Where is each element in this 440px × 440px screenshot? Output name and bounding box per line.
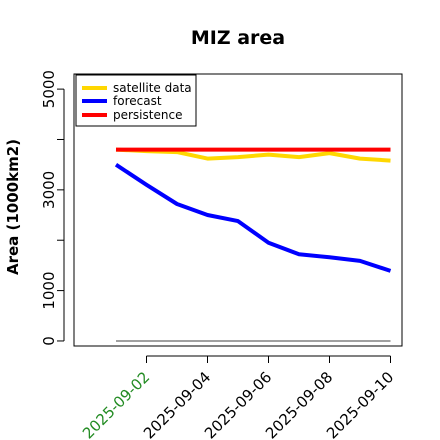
x-axis: 2025-09-022025-09-042025-09-062025-09-08… <box>79 355 397 440</box>
y-tick-label-1000: 1000 <box>40 271 58 309</box>
y-tick-label-5000: 5000 <box>40 70 58 108</box>
series-line-forecast <box>114 163 392 273</box>
legend-label-forecast: forecast <box>113 94 162 108</box>
y-axis-label: Area (1000km2) <box>4 139 22 275</box>
legend-label-persistence: persistence <box>113 108 182 122</box>
y-tick-label-0: 0 <box>40 336 58 346</box>
chart-title: MIZ area <box>191 27 285 49</box>
y-tick-label-3000: 3000 <box>40 171 58 209</box>
legend: satellite data forecast persistence <box>75 74 197 127</box>
plot-frame <box>73 73 403 347</box>
series-layer <box>114 147 392 273</box>
y-axis: 0 1000 3000 5000 <box>40 70 65 346</box>
legend-label-satellite: satellite data <box>113 81 192 95</box>
